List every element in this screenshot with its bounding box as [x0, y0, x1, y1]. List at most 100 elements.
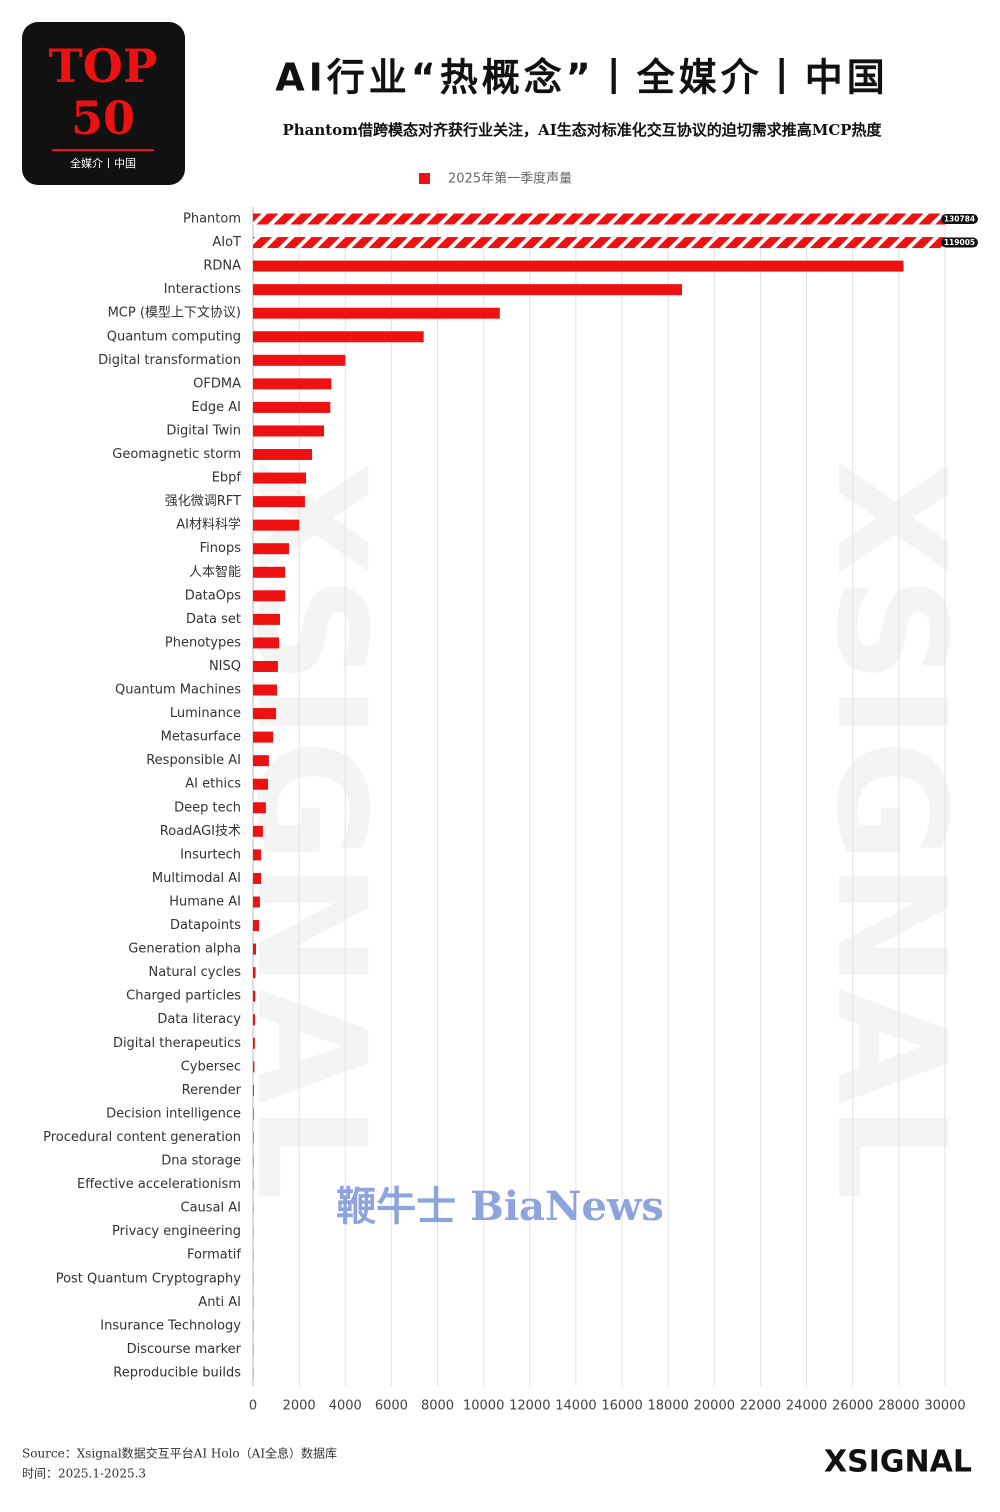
y-tick-label: Ebpf — [212, 471, 242, 486]
x-tick-label: 10000 — [463, 1399, 504, 1414]
bar — [253, 401, 331, 413]
bar — [253, 354, 346, 366]
bar — [253, 260, 904, 272]
bar — [253, 920, 259, 932]
x-tick-label: 6000 — [375, 1399, 408, 1414]
bar — [253, 637, 280, 649]
bar — [253, 519, 300, 531]
bar — [253, 1084, 254, 1096]
bar — [253, 307, 500, 319]
y-tick-label: Reproducible builds — [113, 1366, 241, 1381]
watermark-text: 鞭牛士 BiaNews — [336, 1183, 664, 1230]
bar — [253, 967, 256, 979]
y-tick-label: Discourse marker — [127, 1342, 242, 1357]
value-label: 119005 — [944, 238, 975, 247]
y-tick-label: Post Quantum Cryptography — [56, 1271, 242, 1286]
bar — [253, 1108, 254, 1120]
y-tick-label: AIoT — [212, 235, 241, 250]
bar — [253, 237, 945, 249]
y-tick-label: Insurtech — [180, 847, 241, 862]
bar — [253, 425, 325, 437]
x-tick-label: 18000 — [648, 1399, 689, 1414]
x-tick-label: 22000 — [740, 1399, 781, 1414]
y-tick-label: Procedural content generation — [43, 1130, 241, 1145]
bar — [253, 708, 277, 720]
y-tick-label: Deep tech — [174, 800, 241, 815]
y-tick-label: Formatif — [187, 1248, 241, 1263]
x-tick-label: 14000 — [555, 1399, 596, 1414]
bar — [253, 755, 269, 767]
value-pill — [941, 214, 978, 224]
y-tick-label: NISQ — [209, 659, 241, 674]
legend-label: 2025年第一季度声量 — [448, 171, 572, 187]
y-tick-label: OFDMA — [193, 376, 241, 391]
bar — [253, 496, 305, 508]
x-tick-label: 8000 — [421, 1399, 454, 1414]
bar — [253, 896, 260, 908]
plot: 0 2000 4000 6000 8000 10000 12000 14000 16000 180… — [43, 207, 978, 1414]
y-tick-label: Natural cycles — [149, 965, 242, 980]
y-tick-label: RDNA — [203, 259, 241, 274]
y-tick-label: Rerender — [182, 1083, 242, 1098]
bar — [253, 472, 307, 484]
y-tick-label: Generation alpha — [128, 942, 241, 957]
bar — [253, 613, 280, 625]
bar — [253, 284, 683, 296]
bar — [253, 543, 289, 555]
x-tick-label: 26000 — [832, 1399, 873, 1414]
y-tick-label: Data set — [186, 612, 241, 627]
logo-top: TOP — [49, 39, 158, 93]
bar — [253, 213, 945, 225]
x-tick-label: 28000 — [878, 1399, 919, 1414]
y-tick-label: AI材料科学 — [176, 517, 241, 533]
subtitle: Phantom借跨模态对齐获行业关注，AI生态对标准化交互协议的迫切需求推高MC… — [282, 121, 882, 139]
x-tick-label: 0 — [249, 1399, 257, 1414]
y-tick-label: Decision intelligence — [106, 1106, 241, 1121]
bar — [253, 802, 266, 814]
bar — [253, 331, 424, 343]
y-tick-label: Data literacy — [157, 1012, 241, 1027]
y-tick-label: MCP (模型上下文协议) — [108, 306, 241, 321]
x-tick-label: 12000 — [509, 1399, 550, 1414]
bar — [253, 825, 263, 837]
y-tick-label: Interactions — [164, 282, 242, 297]
bar — [253, 684, 277, 696]
y-tick-label: 人本智能 — [189, 565, 241, 580]
bar — [253, 1131, 254, 1143]
y-tick-label: Insurance Technology — [100, 1318, 241, 1333]
y-tick-label: Metasurface — [161, 730, 241, 745]
bar — [253, 1014, 256, 1026]
bar — [253, 849, 262, 861]
bar — [253, 731, 274, 743]
bar — [253, 660, 278, 672]
y-tick-label: Cybersec — [181, 1059, 241, 1074]
y-tick-label: Digital Twin — [166, 423, 241, 438]
bar — [253, 378, 332, 390]
bar — [253, 1061, 255, 1073]
period: 时间：2025.1-2025.3 — [22, 1467, 146, 1481]
y-tick-label: Phantom — [183, 212, 241, 227]
bar — [253, 872, 262, 884]
y-tick-label: Datapoints — [170, 918, 241, 933]
bar — [253, 990, 256, 1002]
y-tick-label: Phenotypes — [165, 635, 241, 650]
x-tick-label: 24000 — [786, 1399, 827, 1414]
x-tick-label: 16000 — [601, 1399, 642, 1414]
title: AI行业“热概念”丨全媒介丨中国 — [275, 56, 889, 100]
x-tick-label: 20000 — [694, 1399, 735, 1414]
y-tick-label: Multimodal AI — [152, 871, 241, 886]
bar — [253, 590, 286, 602]
x-tick-label: 30000 — [924, 1399, 965, 1414]
logo-number: 50 — [71, 91, 135, 145]
y-tick-label: Causal AI — [181, 1201, 242, 1216]
y-tick-label: RoadAGI技术 — [160, 824, 241, 839]
brand-watermark: XSIGNAL — [803, 460, 977, 1200]
y-tick-label: AI ethics — [185, 777, 241, 792]
y-tick-label: Geomagnetic storm — [112, 447, 241, 462]
y-tick-label: Anti AI — [198, 1295, 241, 1310]
y-tick-label: 强化微调RFT — [165, 494, 241, 509]
brand-watermark: XSIGNAL — [223, 460, 397, 1200]
y-tick-label: Charged particles — [126, 989, 241, 1004]
y-tick-label: Humane AI — [169, 894, 241, 909]
y-tick-label: Digital transformation — [98, 353, 241, 368]
